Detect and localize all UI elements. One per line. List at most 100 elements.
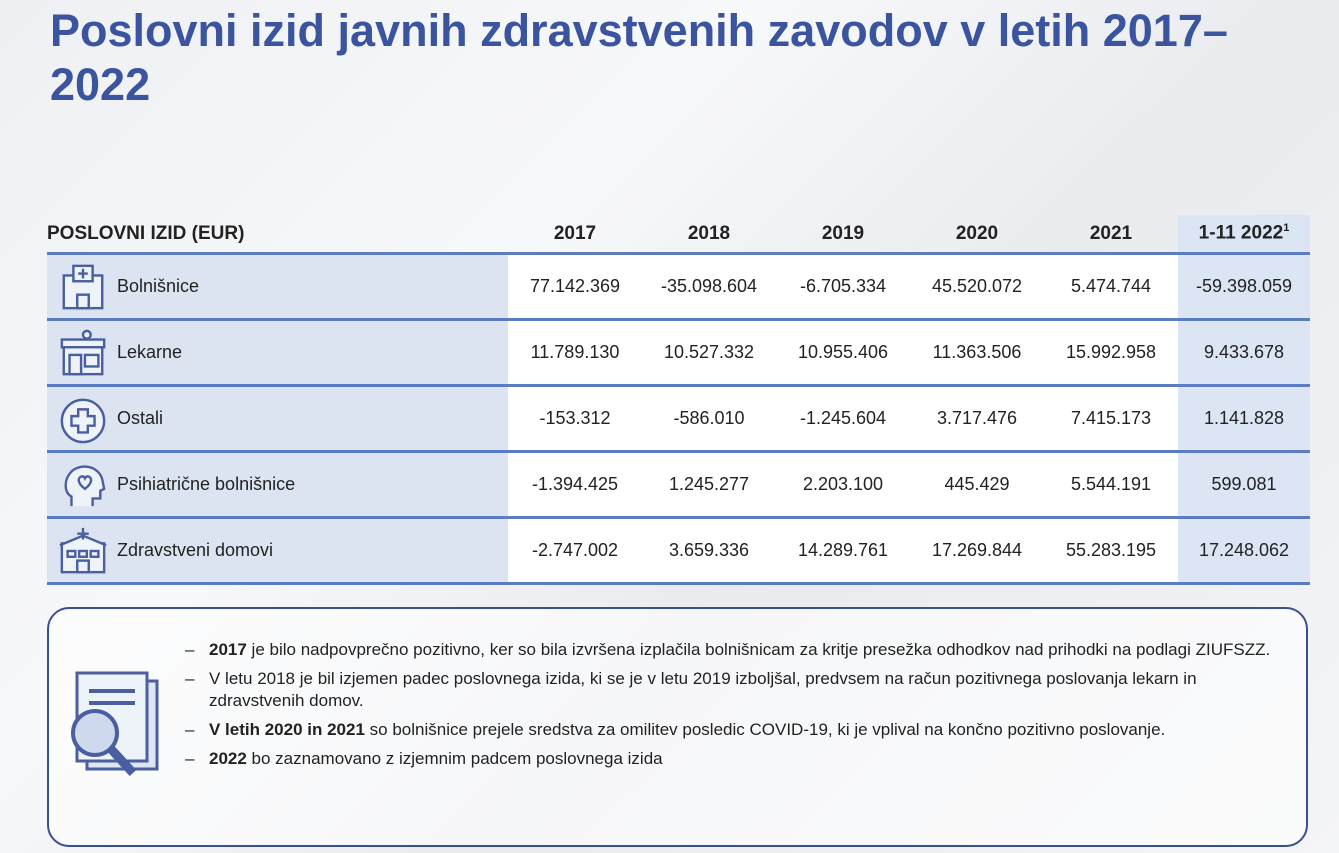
cell-value: 9.433.678 xyxy=(1203,342,1285,362)
value-cell: 1.141.828 xyxy=(1178,385,1310,453)
cell-value: -35.098.604 xyxy=(660,276,758,296)
cell-value: 1.245.277 xyxy=(668,474,750,494)
cell-value: -2.747.002 xyxy=(531,540,619,560)
row-label-cell: Psihiatrične bolnišnice xyxy=(47,451,508,519)
cell-value: 599.081 xyxy=(1211,474,1277,494)
note-emphasis: V letih 2020 in 2021 xyxy=(209,720,365,739)
column-header: 2020 xyxy=(910,215,1044,255)
cell-value: 10.527.332 xyxy=(663,342,755,362)
note-item: 2022 bo zaznamovano z izjemnim padcem po… xyxy=(185,748,1285,770)
value-cell: 445.429 xyxy=(910,451,1044,519)
table-row: Zdravstveni domovi -2.747.002 3.659.336 14.… xyxy=(47,517,1310,585)
row-icon xyxy=(60,329,106,375)
row-icon xyxy=(59,527,107,573)
row-label-cell: Ostali xyxy=(47,385,508,453)
value-cell: 77.142.369 xyxy=(508,253,642,321)
value-cell: -153.312 xyxy=(508,385,642,453)
row-label-text: Ostali xyxy=(117,408,164,428)
notes-box: 2017 je bilo nadpovprečno pozitivno, ker… xyxy=(47,607,1308,847)
cell-value: 17.269.844 xyxy=(931,540,1023,560)
cell-value: 445.429 xyxy=(944,474,1010,494)
cell-value: -1.245.604 xyxy=(799,408,887,428)
cell-value: 5.474.744 xyxy=(1070,276,1152,296)
table-row: Ostali -153.312 -586.010 -1.245.604 3.717.47… xyxy=(47,385,1310,453)
value-cell: 1.245.277 xyxy=(642,451,776,519)
note-text: bo zaznamovano z izjemnim padcem poslovn… xyxy=(246,749,663,768)
cell-value: 7.415.173 xyxy=(1070,408,1152,428)
header-text: 2019 xyxy=(821,222,865,244)
value-cell: -1.245.604 xyxy=(776,385,910,453)
note-item: V letih 2020 in 2021 so bolnišnice preje… xyxy=(185,719,1285,741)
row-label-text: Zdravstveni domovi xyxy=(117,540,274,560)
cell-value: 3.659.336 xyxy=(668,540,750,560)
cell-value: -1.394.425 xyxy=(531,474,619,494)
cell-value: -586.010 xyxy=(673,408,745,428)
note-item: 2017 je bilo nadpovprečno pozitivno, ker… xyxy=(185,639,1285,661)
header-text: 2020 xyxy=(955,222,999,244)
cell-value: 2.203.100 xyxy=(802,474,884,494)
header-text: 2021 xyxy=(1089,222,1133,244)
value-cell: 14.289.761 xyxy=(776,517,910,585)
value-cell: 11.789.130 xyxy=(508,319,642,387)
row-label: Zdravstveni domovi xyxy=(47,526,508,576)
header-text: 2018 xyxy=(687,222,731,244)
document-search-icon xyxy=(71,671,159,777)
table-row: Psihiatrične bolnišnice -1.394.425 1.245.2… xyxy=(47,451,1310,519)
value-cell: 17.269.844 xyxy=(910,517,1044,585)
value-cell: 17.248.062 xyxy=(1178,517,1310,585)
notes-list: 2017 je bilo nadpovprečno pozitivno, ker… xyxy=(185,639,1285,777)
value-cell: 3.659.336 xyxy=(642,517,776,585)
value-cell: 10.955.406 xyxy=(776,319,910,387)
row-label: Ostali xyxy=(47,394,508,444)
value-cell: -1.394.425 xyxy=(508,451,642,519)
row-label-text: Lekarne xyxy=(117,342,183,362)
header-row: POSLOVNI IZID (EUR) 2017 2018 2019 2020 2021 1… xyxy=(47,215,1310,255)
row-label: Lekarne xyxy=(47,328,508,378)
cell-value: -6.705.334 xyxy=(799,276,887,296)
value-cell: 15.992.958 xyxy=(1044,319,1178,387)
row-label-text: Psihiatrične bolnišnice xyxy=(117,474,296,494)
row-label-cell: Bolnišnice xyxy=(47,253,508,321)
header-text: 1-11 2022 xyxy=(1198,222,1284,244)
row-icon xyxy=(60,398,106,443)
cell-value: -59.398.059 xyxy=(1195,276,1293,296)
column-header: POSLOVNI IZID (EUR) xyxy=(47,215,508,255)
note-text: je bilo nadpovprečno pozitivno, ker so b… xyxy=(246,640,1271,659)
cell-value: 11.363.506 xyxy=(932,342,1022,362)
row-label-text: Bolnišnice xyxy=(117,276,200,296)
value-cell: 599.081 xyxy=(1178,451,1310,519)
note-emphasis: 2022 xyxy=(209,749,247,768)
value-cell: 2.203.100 xyxy=(776,451,910,519)
header-text: 2017 xyxy=(553,222,597,244)
header-text: POSLOVNI IZID (EUR) xyxy=(47,222,245,244)
cell-value: 11.789.130 xyxy=(530,342,620,362)
value-cell: -35.098.604 xyxy=(642,253,776,321)
row-icon xyxy=(64,464,106,506)
value-cell: 7.415.173 xyxy=(1044,385,1178,453)
value-cell: 5.544.191 xyxy=(1044,451,1178,519)
value-cell: 5.474.744 xyxy=(1044,253,1178,321)
note-emphasis: 2017 xyxy=(209,640,247,659)
cell-value: 45.520.072 xyxy=(931,276,1023,296)
cell-value: 17.248.062 xyxy=(1198,540,1290,560)
note-text: V letu 2018 je bil izjemen padec poslovn… xyxy=(209,669,1197,710)
cell-value: 55.283.195 xyxy=(1065,540,1157,560)
table-row: Bolnišnice 77.142.369 -35.098.604 -6.705.33… xyxy=(47,253,1310,321)
cell-value: 3.717.476 xyxy=(936,408,1018,428)
cell-value: 1.141.828 xyxy=(1203,408,1285,428)
value-cell: -59.398.059 xyxy=(1178,253,1310,321)
cell-value: 77.142.369 xyxy=(529,276,621,296)
value-cell: -2.747.002 xyxy=(508,517,642,585)
row-icon xyxy=(62,264,104,309)
row-label-cell: Zdravstveni domovi xyxy=(47,517,508,585)
value-cell: -586.010 xyxy=(642,385,776,453)
table-row: Lekarne 11.789.130 10.527.332 10.955.406 11.… xyxy=(47,319,1310,387)
column-header: 2018 xyxy=(642,215,776,255)
cell-value: 5.544.191 xyxy=(1070,474,1152,494)
note-text: so bolnišnice prejele sredstva za omilit… xyxy=(364,720,1166,739)
value-cell: 11.363.506 xyxy=(910,319,1044,387)
value-cell: 45.520.072 xyxy=(910,253,1044,321)
value-cell: 3.717.476 xyxy=(910,385,1044,453)
cell-value: 10.955.406 xyxy=(797,342,889,362)
